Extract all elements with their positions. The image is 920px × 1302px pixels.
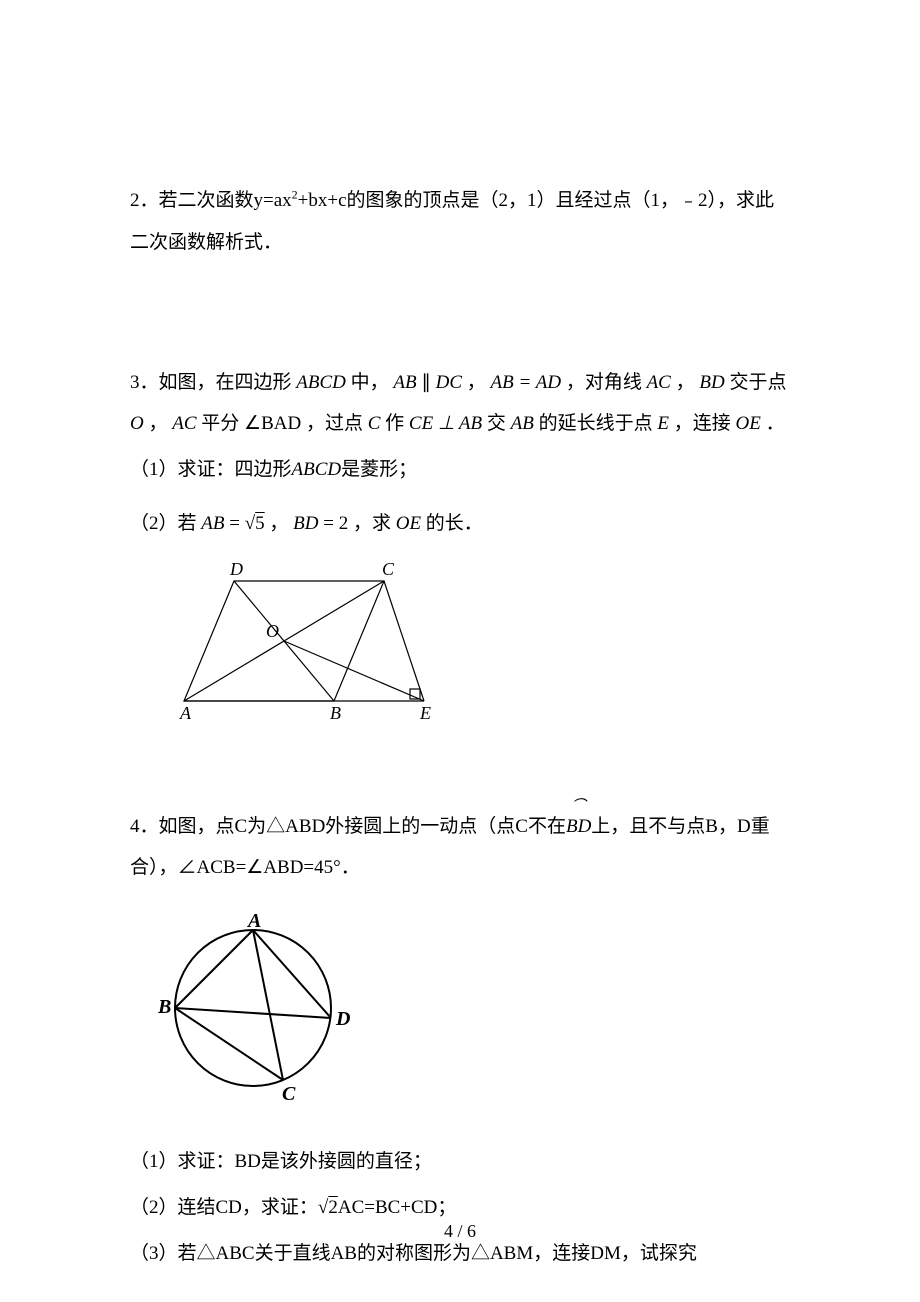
p4-figure: A B D C bbox=[158, 913, 790, 1119]
p3-l1a: 3．如图，在四边形 bbox=[130, 372, 292, 393]
p2-text-a: 2．若二次函数y=ax bbox=[130, 190, 292, 211]
p4-bdarc: BD bbox=[566, 806, 591, 848]
p3-l1b: 中， bbox=[351, 372, 389, 393]
p3-c2: ， bbox=[676, 372, 695, 393]
p3-o: O bbox=[130, 413, 144, 434]
lbl-A: A bbox=[179, 703, 192, 723]
p3-sqrt5: √5 bbox=[245, 513, 265, 534]
page-number: 4 / 6 bbox=[0, 1212, 920, 1252]
lbl-C4: C bbox=[282, 1083, 296, 1103]
p3-eq: = bbox=[224, 513, 244, 534]
p3-abcd: ABCD bbox=[296, 372, 346, 393]
p3-sqrt5v: 5 bbox=[255, 513, 265, 534]
lbl-D: D bbox=[229, 559, 243, 579]
p3-s2c: 的长． bbox=[426, 513, 483, 534]
rhombus-svg: D C O A B E bbox=[174, 559, 444, 724]
p3-sub1: （1）求证：四边形ABCD是菱形； bbox=[130, 449, 790, 491]
p3-line1: 3．如图，在四边形 ABCD 中， AB ∥ DC ， AB = AD ，对角线… bbox=[130, 362, 790, 404]
p3-dc: DC bbox=[436, 372, 462, 393]
p3-ac2: AC bbox=[172, 413, 196, 434]
p3-oe: OE bbox=[736, 413, 761, 434]
p3-ac: AC bbox=[647, 372, 671, 393]
p3-bd: BD bbox=[699, 372, 724, 393]
lbl-B4: B bbox=[158, 996, 171, 1018]
p3-e: E bbox=[657, 413, 669, 434]
p3-ab: AB bbox=[393, 372, 416, 393]
p3-l1c: ，对角线 bbox=[566, 372, 642, 393]
p3-line2: O ， AC 平分 ∠BAD ，过点 C 作 CE ⊥ AB 交 AB 的延长线… bbox=[130, 403, 790, 445]
problem-3: 3．如图，在四边形 ABCD 中， AB ∥ DC ， AB = AD ，对角线… bbox=[130, 362, 790, 740]
p3-s1b: 是菱形； bbox=[341, 459, 417, 480]
p3-l2a: ， bbox=[148, 413, 167, 434]
p3-figure: D C O A B E bbox=[174, 559, 790, 740]
problem-4: 4．如图，点C为△ABD外接圆上的一动点（点C不在BD上，且不与点B，D重合），… bbox=[130, 806, 790, 1275]
p3-l2b: 平分 bbox=[201, 413, 239, 434]
p3-c3: ， bbox=[269, 513, 288, 534]
p3-l2c: ，过点 bbox=[306, 413, 363, 434]
p4-sub1: （1）求证：BD是该外接圆的直径； bbox=[130, 1141, 790, 1183]
p3-ceab: CE ⊥ AB bbox=[409, 413, 482, 434]
p3-bd2: BD bbox=[293, 513, 318, 534]
p3-s1a: （1）求证：四边形 bbox=[130, 459, 292, 480]
p3-c: C bbox=[368, 413, 381, 434]
lbl-A4: A bbox=[246, 913, 261, 932]
lbl-B: B bbox=[330, 703, 341, 723]
p3-l1d: 交于点 bbox=[729, 372, 786, 393]
p3-s2b: ，求 bbox=[353, 513, 391, 534]
p3-angbad: ∠BAD bbox=[244, 413, 301, 434]
p3-l2e: 交 bbox=[487, 413, 506, 434]
p3-abcd2: ABCD bbox=[292, 459, 342, 480]
p3-s2a: （2）若 bbox=[130, 513, 197, 534]
p3-eq2: = 2 bbox=[318, 513, 348, 534]
p3-ab3: AB bbox=[201, 513, 224, 534]
p4-l1a: 4．如图，点C为△ABD外接圆上的一动点（点C不在 bbox=[130, 816, 566, 837]
lbl-C: C bbox=[382, 559, 395, 579]
p3-c1: ， bbox=[467, 372, 486, 393]
p3-sub2: （2）若 AB = √5 ， BD = 2 ，求 OE 的长． bbox=[130, 503, 790, 545]
p3-period: ． bbox=[766, 413, 785, 434]
p3-l2g: ，连接 bbox=[674, 413, 731, 434]
circle-svg: A B D C bbox=[158, 913, 358, 1103]
p3-l2f: 的延长线于点 bbox=[539, 413, 653, 434]
problem-2: 2．若二次函数y=ax2+bx+c的图象的顶点是（2，1）且经过点（1，﹣2），… bbox=[130, 180, 790, 264]
p3-oe2: OE bbox=[396, 513, 421, 534]
lbl-E: E bbox=[419, 703, 431, 723]
lbl-O: O bbox=[266, 621, 279, 641]
lbl-D4: D bbox=[335, 1008, 350, 1030]
p3-abad: AB = AD bbox=[491, 372, 562, 393]
p3-l2d: 作 bbox=[385, 413, 404, 434]
p3-ab2: AB bbox=[511, 413, 534, 434]
p4-line1: 4．如图，点C为△ABD外接圆上的一动点（点C不在BD上，且不与点B，D重合），… bbox=[130, 806, 790, 890]
p3-par: ∥ bbox=[421, 372, 431, 393]
